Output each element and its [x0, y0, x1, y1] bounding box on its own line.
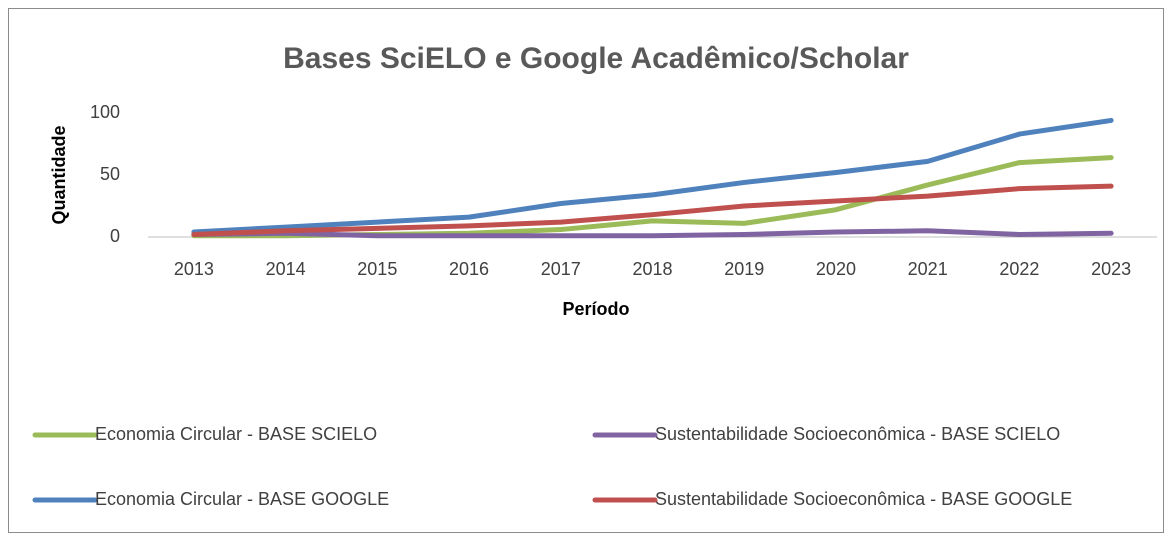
x-tick-label: 2017 [541, 259, 581, 279]
x-tick-label: 2022 [999, 259, 1039, 279]
y-tick-label: 0 [110, 226, 120, 246]
y-tick-label: 50 [100, 164, 120, 184]
x-tick-label: 2013 [174, 259, 214, 279]
chart-border [8, 8, 1164, 533]
x-tick-label: 2020 [816, 259, 856, 279]
series-line [191, 228, 1114, 239]
x-tick-label: 2023 [1091, 259, 1131, 279]
x-tick-label: 2019 [724, 259, 764, 279]
x-tick-label: 2018 [632, 259, 672, 279]
y-tick-label: 100 [90, 102, 120, 122]
legend-label: Sustentabilidade Socioeconômica - BASE S… [655, 424, 1060, 444]
legend-label: Economia Circular - BASE SCIELO [95, 424, 377, 444]
x-axis-label: Período [562, 299, 629, 319]
chart-title: Bases SciELO e Google Acadêmico/Scholar [283, 42, 909, 75]
x-tick-label: 2014 [266, 259, 306, 279]
legend-label: Sustentabilidade Socioeconômica - BASE G… [655, 489, 1072, 509]
x-tick-label: 2015 [357, 259, 397, 279]
legend-label: Economia Circular - BASE GOOGLE [95, 489, 389, 509]
y-axis-label: Quantidade [49, 125, 69, 224]
x-tick-label: 2021 [908, 259, 948, 279]
x-tick-label: 2016 [449, 259, 489, 279]
series-line [191, 183, 1114, 238]
series-line [191, 117, 1114, 235]
